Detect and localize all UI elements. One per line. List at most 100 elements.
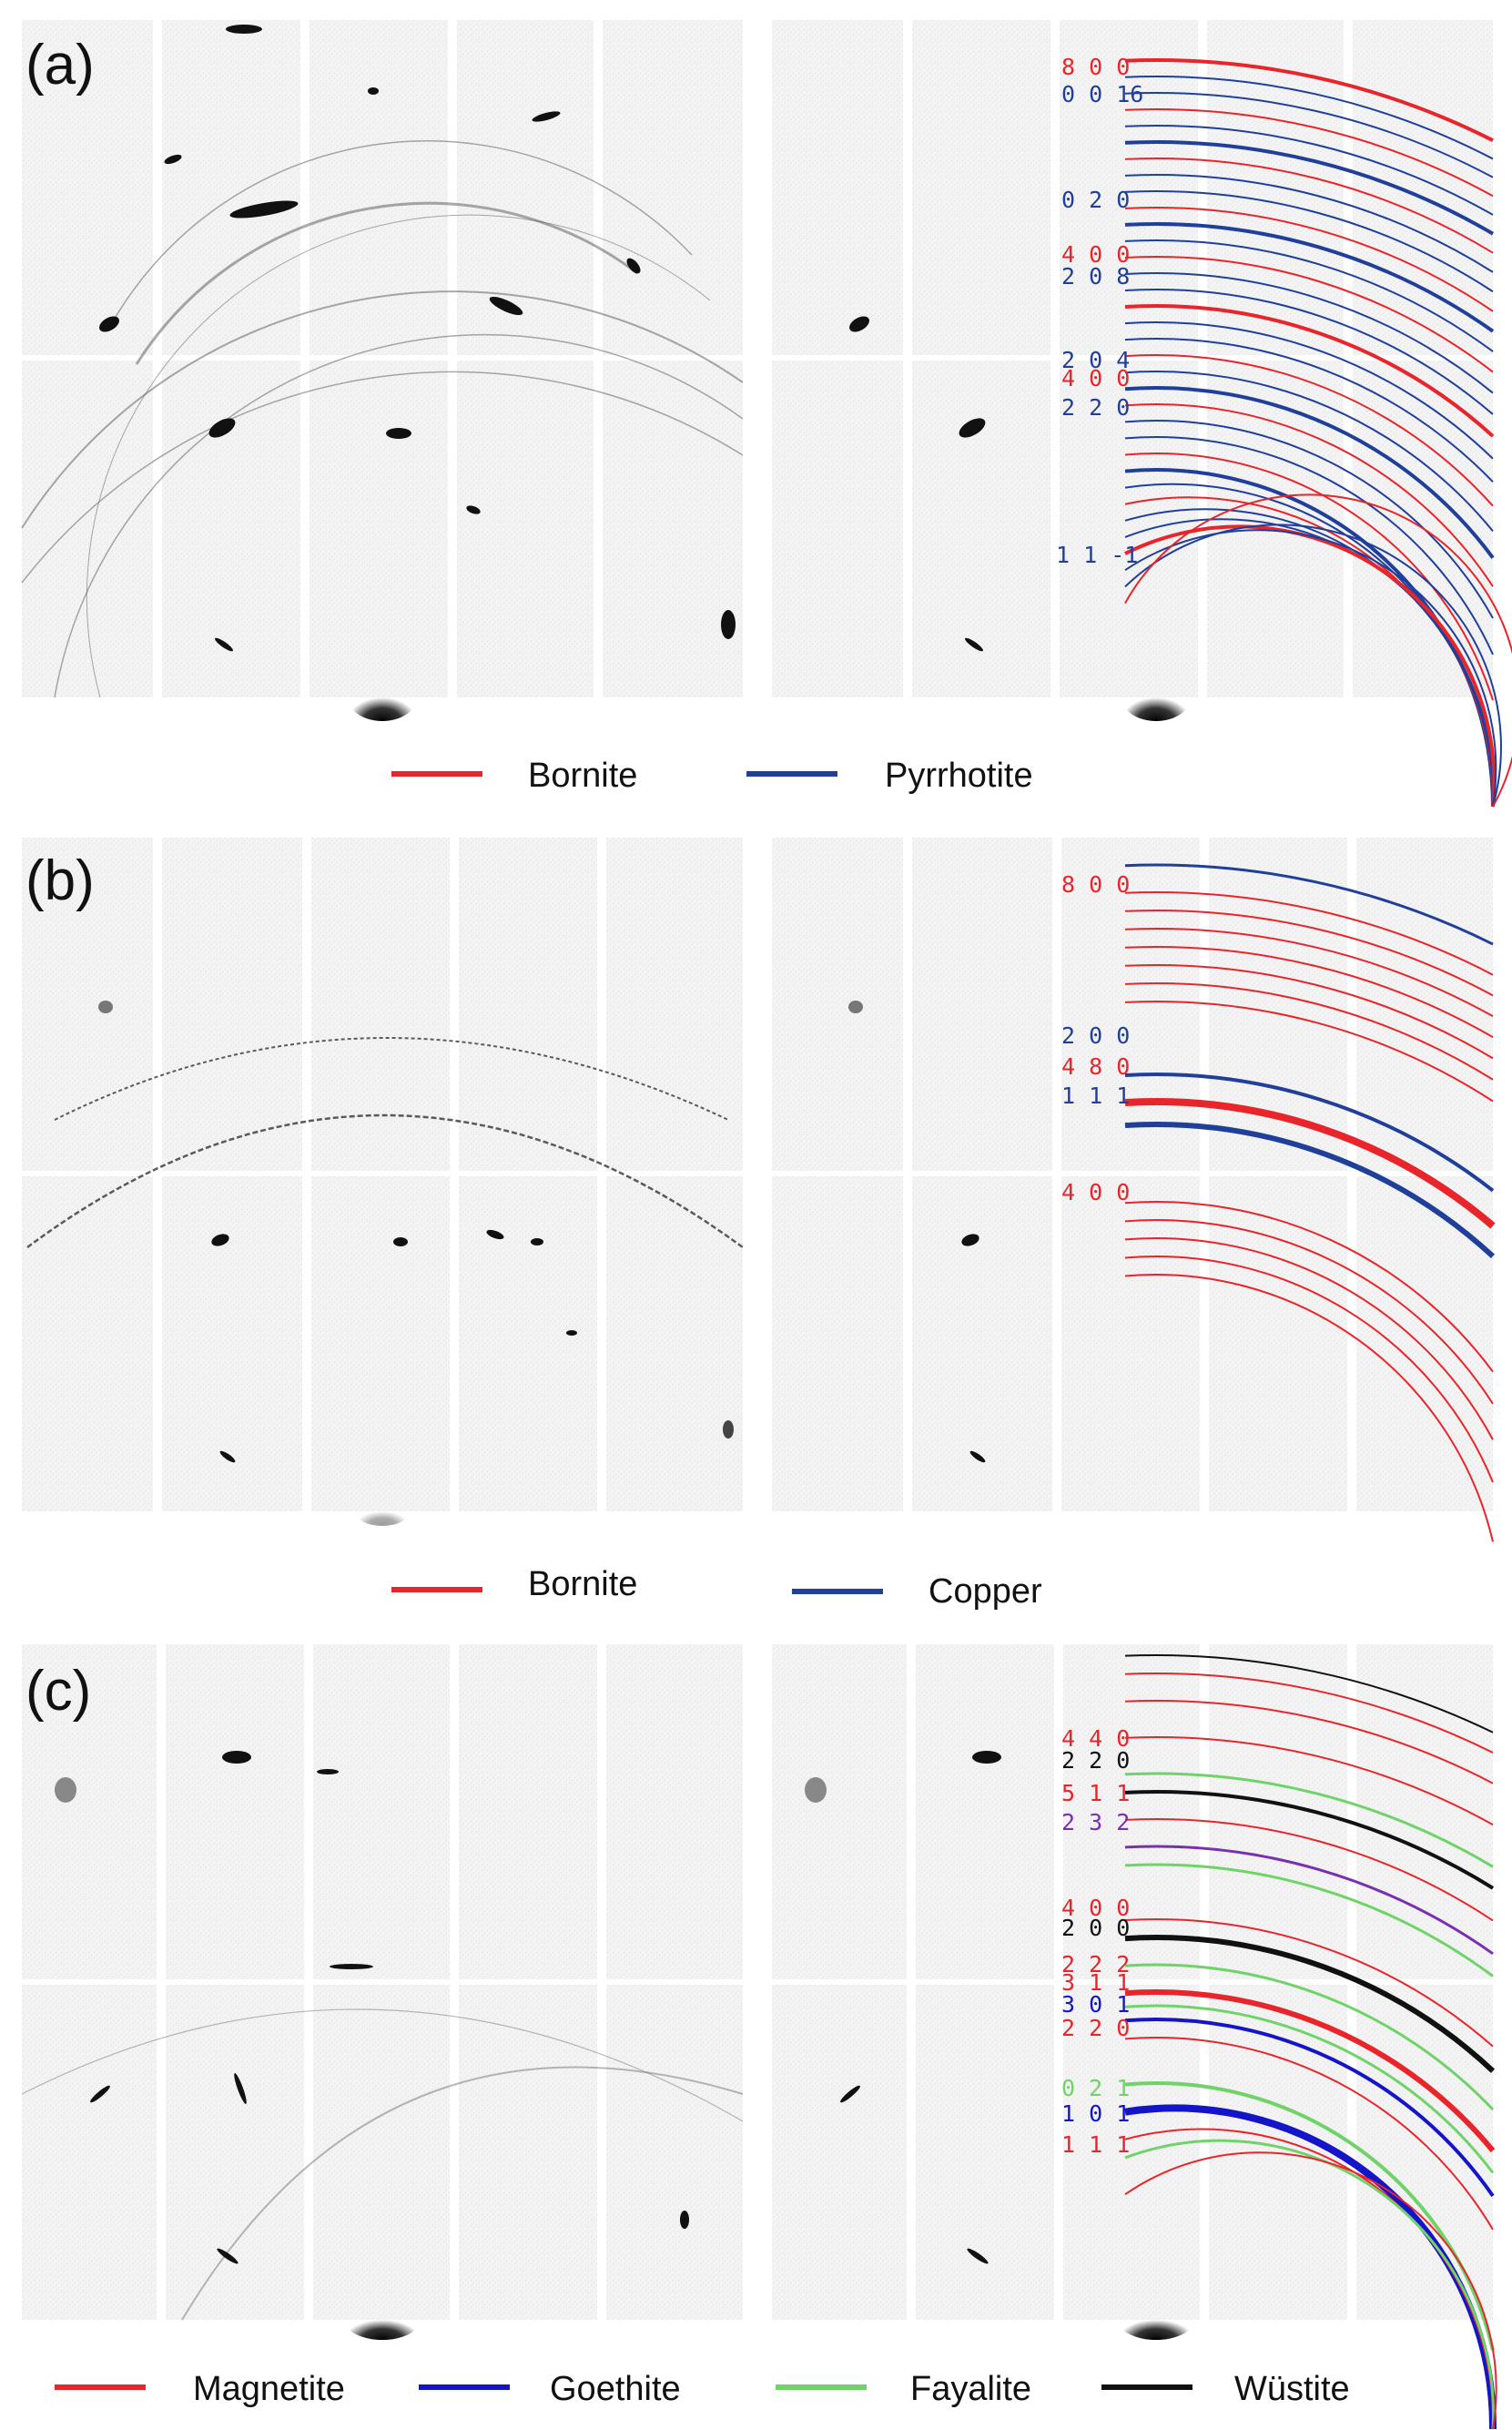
hkl-label: 0 2 0: [1061, 187, 1130, 213]
hkl-label: 2 2 0: [1061, 1747, 1130, 1774]
reference-ring: [1124, 338, 1494, 483]
reference-ring: [1124, 863, 1494, 946]
reference-ring: [1124, 125, 1494, 216]
legend-label: Bornite: [528, 757, 637, 795]
hkl-label: 2 2 2: [1061, 1951, 1130, 1978]
reference-ring: [1124, 207, 1494, 312]
reference-ring: [1124, 1845, 1494, 1956]
reference-ring: [1124, 174, 1494, 273]
panel-c-reference-rings: [1124, 1654, 1497, 2430]
reference-ring: [1124, 1654, 1494, 1734]
reference-ring: [1124, 1863, 1494, 1978]
hkl-label: 3 1 1: [1061, 1969, 1130, 1996]
reference-ring: [1124, 371, 1494, 533]
reference-ring: [1124, 493, 1512, 808]
hkl-label: 2 0 8: [1061, 263, 1130, 290]
reference-ring: [1124, 92, 1494, 178]
hkl-label: 1 1 -1: [1056, 542, 1138, 568]
hkl-label: 1 1 1: [1061, 1083, 1130, 1109]
reference-ring: [1124, 910, 1494, 997]
hkl-label: 8 0 0: [1061, 54, 1130, 80]
reference-ring: [1124, 58, 1494, 143]
reference-ring: [1124, 2018, 1495, 2198]
panel-a-hkl-labels: 8 0 0 0 0 16 0 2 0 4 0 0 2 0 8 2 0 4 4 0…: [1056, 54, 1143, 568]
hkl-label: 0 0 16: [1061, 81, 1143, 107]
reference-ring: [1124, 964, 1494, 1060]
hkl-label: 3 0 1: [1061, 1991, 1130, 2018]
reference-ring: [1124, 2004, 1495, 2174]
panel-a-overlay-image: 8 0 0 0 0 16 0 2 0 4 0 0 2 0 8 2 0 4 4 0…: [772, 20, 1512, 808]
reference-ring: [1124, 452, 1494, 701]
panel-b-hkl-labels: 8 0 0 2 0 0 4 8 0 1 1 1 4 0 0: [1061, 871, 1130, 1205]
hkl-label: 4 0 0: [1061, 241, 1130, 268]
panel-c-hkl-labels: 4 4 0 2 2 0 5 1 1 2 3 2 4 0 0 2 0 0 2 2 …: [1061, 1725, 1130, 2158]
panel-a: 8 0 0 0 0 16 0 2 0 4 0 0 2 0 8 2 0 4 4 0…: [21, 20, 1512, 808]
hkl-label: 4 0 0: [1061, 1895, 1130, 1921]
reference-ring: [1124, 1700, 1494, 1784]
hkl-label: 2 0 0: [1061, 1022, 1130, 1049]
reference-ring: [1124, 1790, 1495, 1890]
hkl-label: 1 1 1: [1061, 2131, 1130, 2158]
hkl-label: 2 2 0: [1061, 394, 1130, 421]
reference-ring: [1124, 1256, 1494, 1483]
reference-ring: [1124, 1736, 1494, 1826]
reference-ring: [1124, 222, 1495, 333]
panel-label: (c): [25, 1660, 91, 1723]
hkl-label: 4 0 0: [1061, 1179, 1130, 1205]
legend-label: Magnetite: [193, 2370, 345, 2408]
reference-ring: [1124, 1122, 1496, 1259]
reference-ring: [1124, 256, 1494, 373]
panel-c-legend: Magnetite Goethite Fayalite Wüstite: [55, 2370, 1350, 2408]
legend-label: Pyrrhotite: [885, 757, 1033, 795]
reference-ring: [1124, 2104, 1497, 2430]
reference-ring: [1124, 1237, 1494, 1440]
reference-ring: [1124, 386, 1495, 559]
reference-ring: [1124, 2151, 1497, 2430]
reference-ring: [1124, 1201, 1494, 1373]
panel-label: (b): [25, 849, 95, 912]
panel-c-overlay-image: 4 4 0 2 2 0 5 1 1 2 3 2 4 0 0 2 0 0 2 2 …: [772, 1644, 1497, 2430]
reference-ring: [1124, 2081, 1495, 2351]
reference-ring: [1124, 2139, 1495, 2430]
reference-ring: [1124, 403, 1494, 587]
reference-ring: [1124, 982, 1494, 1081]
reference-ring: [1124, 140, 1495, 236]
reference-ring: [1124, 1772, 1494, 1868]
reference-ring: [1124, 2037, 1494, 2231]
reference-ring: [1124, 1073, 1495, 1193]
reference-ring: [1124, 1219, 1494, 1405]
hkl-label: 2 3 2: [1061, 1809, 1130, 1835]
hkl-label: 2 0 0: [1061, 1915, 1130, 1941]
reference-ring: [1124, 1963, 1495, 2111]
reference-ring: [1124, 2128, 1495, 2430]
reference-ring: [1124, 190, 1494, 293]
reference-ring: [1124, 1989, 1496, 2153]
reference-ring: [1124, 321, 1494, 460]
reference-ring: [1124, 891, 1494, 976]
legend-label: Copper: [929, 1572, 1042, 1611]
hkl-label: 4 0 0: [1061, 365, 1130, 391]
reference-ring: [1124, 1935, 1496, 2073]
hkl-label: 0 2 1: [1061, 2075, 1130, 2101]
reference-ring: [1124, 76, 1494, 160]
panel-c: 4 4 0 2 2 0 5 1 1 2 3 2 4 0 0 2 0 0 2 2 …: [21, 1644, 1497, 2430]
reference-ring: [1124, 239, 1494, 352]
hkl-label: 2 2 0: [1061, 2015, 1130, 2041]
reference-ring: [1124, 946, 1494, 1039]
reference-ring: [1124, 524, 1502, 808]
hkl-label: 2 0 4: [1061, 347, 1130, 373]
hkl-label: 4 8 0: [1061, 1053, 1130, 1080]
panel-a-reference-rings: [1124, 58, 1512, 808]
panel-a-raw-image: [21, 20, 744, 721]
reference-ring: [1124, 1098, 1496, 1229]
reference-ring: [1124, 158, 1494, 254]
hkl-label: 5 1 1: [1061, 1780, 1130, 1806]
reference-ring: [1124, 289, 1494, 415]
reference-ring: [1124, 1274, 1494, 1542]
reference-ring: [1124, 1918, 1494, 2048]
reference-ring: [1124, 420, 1494, 619]
panel-label: (a): [25, 34, 95, 97]
reference-ring: [1124, 928, 1494, 1018]
panel-a-legend: Bornite Pyrrhotite: [391, 757, 1033, 795]
